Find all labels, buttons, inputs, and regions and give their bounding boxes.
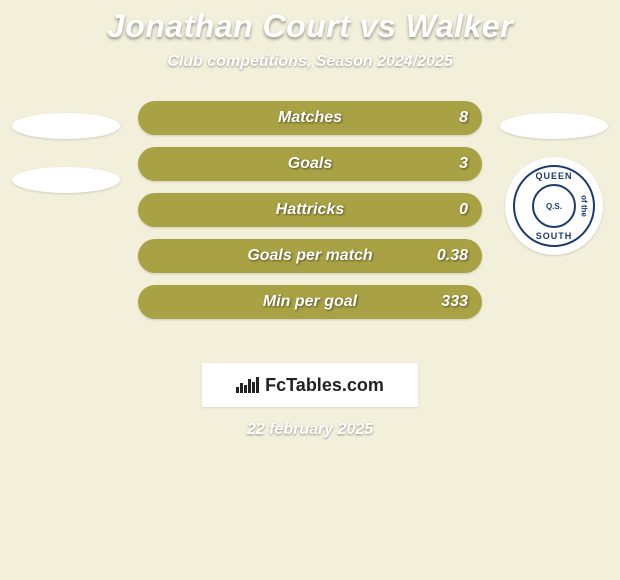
stat-bars: Matches 8 Goals 3 Hattricks 0 Goals per … (138, 101, 482, 331)
stat-bar-min-per-goal: Min per goal 333 (138, 285, 482, 319)
brand-badge[interactable]: FcTables.com (202, 363, 418, 407)
club-crest-left-1-icon (12, 113, 120, 139)
stat-label: Min per goal (263, 293, 357, 311)
stat-label: Goals (288, 155, 332, 173)
stat-value-right: 0 (459, 201, 468, 219)
qots-inner-circle: Q.S. (532, 184, 576, 228)
stat-value-right: 333 (441, 293, 468, 311)
right-player-badges: QUEEN SOUTH of the Q.S. (494, 101, 614, 255)
qots-outer-ring: QUEEN SOUTH of the Q.S. (513, 165, 595, 247)
page-title: Jonathan Court vs Walker (0, 8, 620, 45)
queen-of-the-south-crest-icon: QUEEN SOUTH of the Q.S. (505, 157, 603, 255)
subtitle: Club competitions, Season 2024/2025 (0, 53, 620, 71)
date-label: 22 february 2025 (0, 421, 620, 439)
stat-bar-matches: Matches 8 (138, 101, 482, 135)
stats-section: Matches 8 Goals 3 Hattricks 0 Goals per … (0, 101, 620, 341)
qots-text-top: QUEEN (535, 171, 572, 181)
bar-chart-icon (236, 377, 259, 393)
stat-value-right: 0.38 (437, 247, 468, 265)
stat-value-right: 8 (459, 109, 468, 127)
comparison-card: Jonathan Court vs Walker Club competitio… (0, 0, 620, 439)
stat-label: Goals per match (247, 247, 372, 265)
stat-label: Matches (278, 109, 342, 127)
club-crest-right-1-icon (500, 113, 608, 139)
left-player-badges (6, 101, 126, 205)
stat-value-right: 3 (459, 155, 468, 173)
qots-text-right: of the (580, 195, 589, 217)
stat-bar-goals: Goals 3 (138, 147, 482, 181)
club-crest-left-2-icon (12, 167, 120, 193)
qots-text-bottom: SOUTH (536, 231, 573, 241)
brand-name: FcTables.com (265, 375, 384, 396)
qots-inner-text: Q.S. (546, 202, 562, 211)
stat-bar-goals-per-match: Goals per match 0.38 (138, 239, 482, 273)
stat-bar-hattricks: Hattricks 0 (138, 193, 482, 227)
stat-label: Hattricks (276, 201, 344, 219)
